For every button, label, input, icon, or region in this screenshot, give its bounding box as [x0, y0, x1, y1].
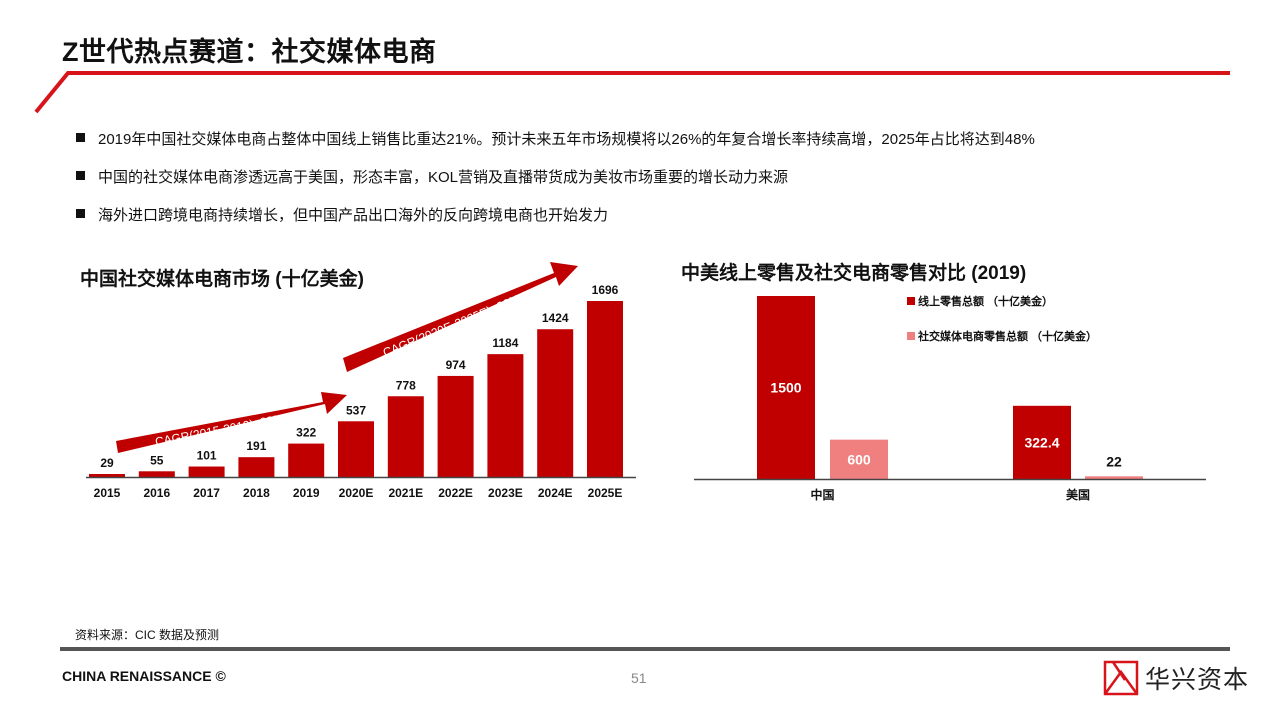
market-value-label: 1184: [492, 336, 518, 350]
bullet-marker: [76, 209, 85, 218]
comparison-value-label: 22: [1106, 453, 1122, 469]
market-bar: [288, 443, 325, 477]
market-bar: [238, 457, 275, 477]
market-value-label: 778: [396, 378, 416, 392]
market-category-label: 2019: [293, 486, 320, 500]
bullet-item: 2019年中国社交媒体电商占整体中国线上销售比重达21%。预计未来五年市场规模将…: [76, 128, 1035, 166]
comparison-legend: 线上零售总额 （十亿美金） 社交媒体电商零售总额 （十亿美金）: [907, 294, 1097, 343]
bullet-item: 中国的社交媒体电商渗透远高于美国，形态丰富，KOL营销及直播带货成为美妆市场重要…: [76, 166, 1035, 204]
market-category-label: 2022E: [438, 486, 473, 500]
legend-label-social: 社交媒体电商零售总额 （十亿美金）: [917, 329, 1097, 343]
logo-text: 华兴资本: [1145, 666, 1250, 694]
comparison-value-label: 600: [847, 451, 871, 467]
bullet-text: 海外进口跨境电商持续增长，但中国产品出口海外的反向跨境电商也开始发力: [98, 207, 609, 224]
market-category-label: 2018: [243, 486, 270, 500]
header-divider: [34, 71, 1230, 114]
market-bar: [338, 421, 374, 477]
market-value-label: 191: [246, 439, 266, 453]
legend-swatch-online: [907, 297, 915, 305]
bullet-list: 2019年中国社交媒体电商占整体中国线上销售比重达21%。预计未来五年市场规模将…: [76, 128, 1035, 242]
comparison-value-label: 1500: [770, 380, 801, 396]
comparison-bar: [1013, 405, 1071, 479]
comparison-category-label: 美国: [1066, 487, 1090, 502]
market-category-label: 2020E: [339, 486, 374, 500]
market-value-label: 55: [150, 453, 164, 467]
market-value-label: 1696: [592, 283, 619, 297]
market-category-label: 2021E: [388, 486, 423, 500]
footer-divider: [60, 647, 1230, 651]
cagr-arrow-2015-2019: [116, 392, 347, 453]
comparison-value-label: 322.4: [1024, 434, 1059, 450]
market-value-label: 101: [197, 449, 217, 463]
footer-brand: CHINA RENAISSANCE ©: [62, 668, 226, 684]
comparison-category-label: 中国: [810, 487, 834, 502]
market-value-label: 1424: [542, 311, 569, 325]
market-bar: [387, 396, 424, 477]
market-bar: [138, 471, 175, 477]
market-bar: [537, 329, 574, 477]
market-chart-title: 中国社交媒体电商市场 (十亿美金): [80, 269, 364, 290]
market-bar: [188, 466, 225, 477]
market-category-label: 2017: [193, 486, 220, 500]
logo-mark-icon: [1103, 660, 1139, 696]
market-value-label: 974: [446, 358, 466, 372]
market-bar: [487, 354, 524, 477]
market-value-label: 29: [100, 456, 114, 470]
page-number: 51: [631, 670, 647, 686]
market-category-label: 2025E: [588, 486, 623, 500]
market-bar: [89, 473, 125, 477]
market-bar: [587, 301, 623, 477]
market-category-label: 2023E: [488, 486, 523, 500]
bullet-item: 海外进口跨境电商持续增长，但中国产品出口海外的反向跨境电商也开始发力: [76, 204, 1035, 242]
legend-label-online: 线上零售总额 （十亿美金）: [918, 294, 1053, 308]
bullet-marker: [76, 133, 85, 142]
company-logo: 华兴资本: [1103, 660, 1249, 696]
comparison-chart-title: 中美线上零售及社交电商零售对比 (2019): [681, 263, 1027, 284]
bullet-marker: [76, 171, 85, 180]
market-category-label: 2024E: [538, 486, 573, 500]
legend-swatch-social: [907, 332, 915, 340]
bullet-text: 2019年中国社交媒体电商占整体中国线上销售比重达21%。预计未来五年市场规模将…: [98, 131, 1035, 148]
market-category-label: 2015: [94, 486, 121, 500]
data-source-note: 资料来源：CIC 数据及预测: [75, 628, 220, 642]
page-title: Z世代热点赛道：社交媒体电商: [62, 37, 437, 67]
market-category-label: 2016: [143, 486, 170, 500]
market-bar: [437, 375, 474, 477]
market-value-label: 537: [346, 403, 366, 417]
cagr-arrow-2020-2025: [343, 262, 578, 372]
comparison-bar: [1085, 476, 1143, 479]
market-value-label: 322: [296, 426, 316, 440]
bullet-text: 中国的社交媒体电商渗透远高于美国，形态丰富，KOL营销及直播带货成为美妆市场重要…: [98, 169, 789, 186]
comparison-bar: [757, 296, 815, 479]
comparison-bar: [830, 439, 888, 479]
